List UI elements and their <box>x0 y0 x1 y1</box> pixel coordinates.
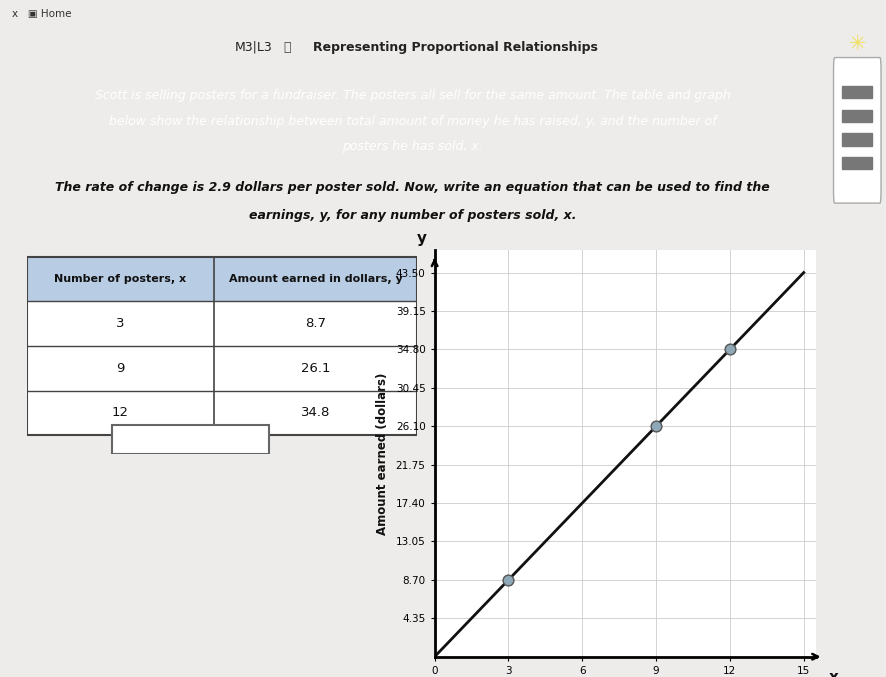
Y-axis label: Amount earned (dollars): Amount earned (dollars) <box>376 372 388 535</box>
Text: Amount earned in dollars, y: Amount earned in dollars, y <box>229 274 402 284</box>
Text: below show the relationship between total amount of money he has raised, y, and : below show the relationship between tota… <box>108 114 716 128</box>
Bar <box>842 86 871 98</box>
Bar <box>27 257 416 301</box>
Text: x   ▣ Home: x ▣ Home <box>12 9 72 19</box>
Text: 26.1: 26.1 <box>300 362 330 375</box>
Text: y: y <box>416 231 427 246</box>
Text: 3: 3 <box>116 317 124 330</box>
Text: Scott is selling posters for a fundraiser. The posters all sell for the same amo: Scott is selling posters for a fundraise… <box>95 89 729 102</box>
Bar <box>27 257 416 435</box>
Text: 8.7: 8.7 <box>305 317 325 330</box>
Text: 34.8: 34.8 <box>300 406 330 420</box>
Text: ⓘ: ⓘ <box>280 41 299 54</box>
Text: The rate of change is 2.9 dollars per poster sold. Now, write an equation that c: The rate of change is 2.9 dollars per po… <box>55 181 769 194</box>
Bar <box>113 425 268 454</box>
Point <box>649 421 663 432</box>
Text: earnings, y, for any number of posters sold, x.: earnings, y, for any number of posters s… <box>248 209 576 222</box>
Point <box>722 344 736 355</box>
Text: posters he has sold, x.: posters he has sold, x. <box>342 140 482 153</box>
Text: 12: 12 <box>112 406 128 420</box>
Text: 9: 9 <box>116 362 124 375</box>
Text: x: x <box>828 670 837 677</box>
Bar <box>27 301 416 435</box>
Bar <box>842 110 871 122</box>
FancyBboxPatch shape <box>833 58 880 203</box>
Text: ✳: ✳ <box>848 34 865 54</box>
Point <box>501 575 515 586</box>
Text: M3|L3: M3|L3 <box>234 41 272 54</box>
Bar <box>842 157 871 169</box>
Text: Number of posters, x: Number of posters, x <box>54 274 186 284</box>
Bar <box>842 133 871 146</box>
Text: Representing Proportional Relationships: Representing Proportional Relationships <box>313 41 598 54</box>
